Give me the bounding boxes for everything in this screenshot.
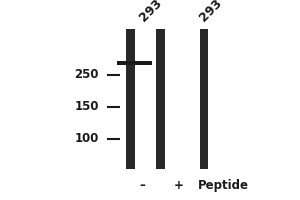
Text: +: + [174,179,183,192]
Text: 150: 150 [74,100,99,114]
Bar [117,61,152,65]
Text: 293: 293 [136,0,164,24]
Bar [156,29,165,169]
Text: –: – [140,179,146,192]
Bar [126,29,135,169]
Text: Peptide: Peptide [198,179,249,192]
Text: 293: 293 [196,0,224,24]
Text: 100: 100 [75,132,99,146]
Text: 250: 250 [74,68,99,82]
Bar [200,29,208,169]
